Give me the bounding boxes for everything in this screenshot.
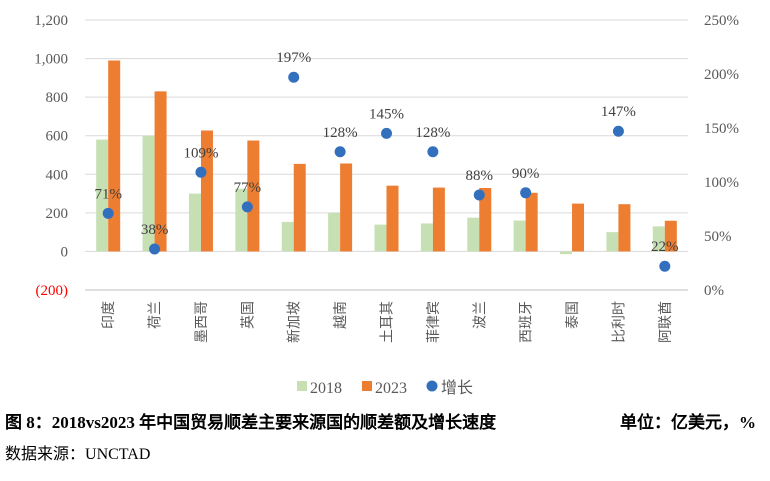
trade-surplus-combo-chart: 1,200 1,000 800 600 400 200 0 (200) 250% 200% 150%… [34,13,739,397]
bar-2023 [293,163,306,252]
right-axis-tick-label: 250% [704,13,739,29]
bar-2023 [386,185,399,252]
category-label: 西班牙 [519,301,535,343]
growth-data-label: 109% [183,145,218,161]
right-axis-tick-label: 50% [704,229,732,245]
growth-dot [473,189,485,201]
data-source-name: UNCTAD [85,446,151,463]
bar-2018 [513,220,526,252]
chart-area: 1,200 1,000 800 600 400 200 0 (200) 250% 200% 150%… [34,13,739,397]
bar-2023 [200,130,213,252]
left-axis-tick-label: 400 [46,167,69,183]
category-label: 波兰 [472,301,488,329]
figure-units: 单位：亿美元，% [620,413,756,432]
figure-title: 图 8：2018vs2023 年中国贸易顺差主要来源国的顺差额及增长速度 [5,413,497,432]
growth-data-label: 128% [415,125,450,141]
growth-dot [659,260,671,272]
category-label: 越南 [333,301,349,329]
growth-dot [520,187,532,199]
category-label: 墨西哥 [195,301,210,343]
growth-dot [612,125,624,137]
growth-data-label: 90% [512,166,540,182]
legend-label-增长: 增长 [441,379,473,397]
growth-dot [427,146,439,158]
growth-dot [334,146,346,158]
category-label: 泰国 [565,301,581,329]
bar-2018 [467,217,480,252]
bar-2023 [108,60,121,252]
growth-data-label: 147% [601,104,636,120]
category-label: 阿联酋 [657,301,674,343]
growth-data-label: 88% [466,168,494,184]
right-axis-tick-label: 100% [704,175,739,191]
data-source-prefix: 数据来源： [5,446,86,463]
bar-2018 [560,251,573,255]
bar-2018 [420,223,433,252]
bar-2023 [247,140,260,252]
right-axis-tick-label: 200% [704,67,739,83]
bar-2023 [572,203,585,252]
left-axis-tick-label: (200) [36,283,69,299]
growth-data-label: 145% [369,106,404,122]
left-axis-tick-label: 1,200 [34,13,68,29]
figure-caption: 图 8：2018vs2023 年中国贸易顺差主要来源国的顺差额及增长速度 单位：… [0,400,770,433]
category-label: 印度 [101,301,117,329]
growth-data-label: 128% [323,125,358,141]
bar-2018 [606,232,619,252]
left-axis-tick-label: 600 [46,129,69,145]
growth-data-label: 71% [94,186,122,202]
category-label: 土耳其 [380,301,396,343]
legend-label-2023: 2023 [375,380,407,397]
right-axis-tick-label: 150% [704,121,739,137]
bar-2018 [652,226,665,252]
data-source: 数据来源：UNCTAD [0,433,770,464]
right-axis-tick-label: 0% [704,283,724,299]
growth-data-label: 38% [141,222,169,238]
legend-marker-2023 [362,381,372,391]
legend-marker-2018 [297,381,307,391]
category-label: 荷兰 [148,301,164,329]
bar-2023 [340,163,353,252]
growth-dot [288,71,300,83]
category-label: 比利时 [611,301,627,343]
left-axis-tick-label: 1,000 [34,52,68,68]
growth-dot [102,207,114,219]
bar-2018 [96,139,109,252]
bar-2023 [664,220,677,252]
left-axis-tick-label: 200 [46,206,69,222]
growth-dot [195,166,207,178]
growth-data-label: 77% [234,180,262,196]
bar-2023 [525,192,538,252]
bar-2023 [154,91,167,252]
growth-data-label: 197% [276,50,311,66]
left-axis-tick-label: 800 [46,90,69,106]
legend-label-2018: 2018 [310,380,342,397]
bar-2018 [281,221,294,252]
bar-2018 [188,193,201,252]
legend-marker-增长 [426,380,438,392]
growth-data-label: 22% [651,239,679,255]
category-label: 英国 [239,301,256,329]
bar-2023 [432,187,445,252]
bar-2018 [235,188,248,252]
bar-2023 [479,187,492,252]
bar-2018 [374,224,387,252]
left-axis-tick-label: 0 [61,244,69,260]
bar-2018 [328,212,341,252]
growth-dot [381,127,392,139]
bar-2018 [142,135,155,252]
growth-dot [149,243,161,255]
category-label: 新加坡 [287,301,303,343]
growth-dot [241,201,253,213]
bar-2023 [618,204,631,252]
category-label: 菲律宾 [426,301,442,343]
